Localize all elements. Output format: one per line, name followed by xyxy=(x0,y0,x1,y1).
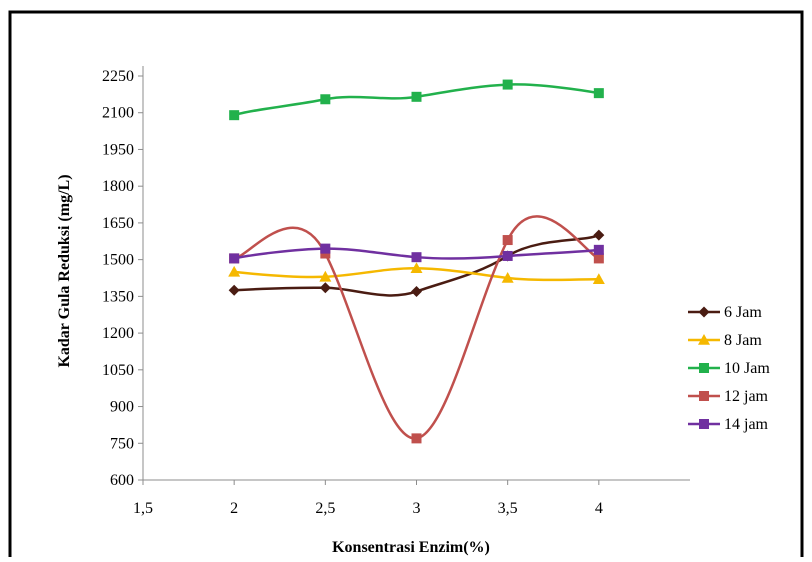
chart-border xyxy=(8,10,804,562)
data-point-8-jam xyxy=(592,273,605,285)
legend-item-14-jam: 14 jam xyxy=(688,416,769,433)
x-tick-label: 4 xyxy=(595,500,603,517)
legend-label: 14 jam xyxy=(724,416,769,433)
legend-label: 10 Jam xyxy=(724,360,770,377)
data-point-6-jam xyxy=(411,285,422,297)
data-point-12-jam xyxy=(411,433,422,444)
data-point-14-jam xyxy=(229,253,240,264)
data-point-8-jam xyxy=(319,270,332,282)
legend-item-12-jam: 12 jam xyxy=(688,388,769,405)
x-tick-label: 3,5 xyxy=(498,500,518,517)
axes: 600 750 900 1050 1200 1350 1500 1650 1800 1950 210… xyxy=(102,66,690,517)
y-axis-title: Kadar Gula Reduksi (mg/L) xyxy=(56,174,73,367)
series-14-jam xyxy=(229,243,604,264)
data-point-12-jam xyxy=(593,253,604,264)
legend-swatch-marker xyxy=(698,306,710,318)
legend-label: 6 Jam xyxy=(724,304,762,321)
y-tick-label: 1950 xyxy=(102,141,134,158)
legend-label: 12 jam xyxy=(724,388,769,405)
y-tick-label: 2250 xyxy=(102,68,134,85)
legend-swatch-marker xyxy=(699,419,709,429)
data-point-6-jam xyxy=(319,282,331,294)
y-tick-label: 2100 xyxy=(102,105,134,122)
data-point-10-jam xyxy=(320,94,331,105)
legend-swatch-marker xyxy=(698,334,710,345)
y-tick-label: 750 xyxy=(110,435,134,452)
x-tick-label: 2 xyxy=(230,500,238,517)
data-point-10-jam xyxy=(411,91,422,102)
data-point-6-jam xyxy=(228,284,240,296)
x-tick-label: 2,5 xyxy=(315,500,335,517)
legend-swatch-marker xyxy=(699,363,709,373)
series-8-jam xyxy=(228,262,605,285)
data-point-10-jam xyxy=(229,110,240,121)
data-point-14-jam xyxy=(320,243,331,254)
data-point-8-jam xyxy=(228,265,241,277)
legend-item-10-jam: 10 Jam xyxy=(688,360,770,377)
y-tick-label: 1800 xyxy=(102,178,134,195)
legend-item-6-jam: 6 Jam xyxy=(688,304,762,321)
y-tick-label: 1350 xyxy=(102,288,134,305)
legend-swatch-marker xyxy=(699,391,709,401)
series-10-jam xyxy=(229,79,604,121)
y-tick-label: 1650 xyxy=(102,215,134,232)
x-tick-label: 1,5 xyxy=(133,500,153,517)
x-tick-label: 3 xyxy=(413,500,421,517)
series-layer xyxy=(228,79,605,444)
data-point-14-jam xyxy=(593,244,604,255)
y-tick-label: 600 xyxy=(110,472,134,489)
data-point-10-jam xyxy=(593,88,604,99)
data-point-14-jam xyxy=(411,252,422,263)
legend-item-8-jam: 8 Jam xyxy=(688,332,762,349)
y-tick-label: 900 xyxy=(110,399,134,416)
legend-label: 8 Jam xyxy=(724,332,762,349)
y-tick-label: 1500 xyxy=(102,252,134,269)
data-point-14-jam xyxy=(502,250,513,261)
data-point-8-jam xyxy=(501,272,514,283)
data-point-8-jam xyxy=(410,262,423,274)
data-point-6-jam xyxy=(593,229,605,241)
data-point-12-jam xyxy=(502,235,513,246)
y-tick-label: 1200 xyxy=(102,325,134,342)
legend: 6 Jam 8 Jam 10 Jam 12 jam 14 jam xyxy=(688,304,770,433)
x-axis-title: Konsentrasi Enzim(%) xyxy=(332,539,490,556)
data-point-10-jam xyxy=(502,79,513,90)
y-tick-label: 1050 xyxy=(102,362,134,379)
